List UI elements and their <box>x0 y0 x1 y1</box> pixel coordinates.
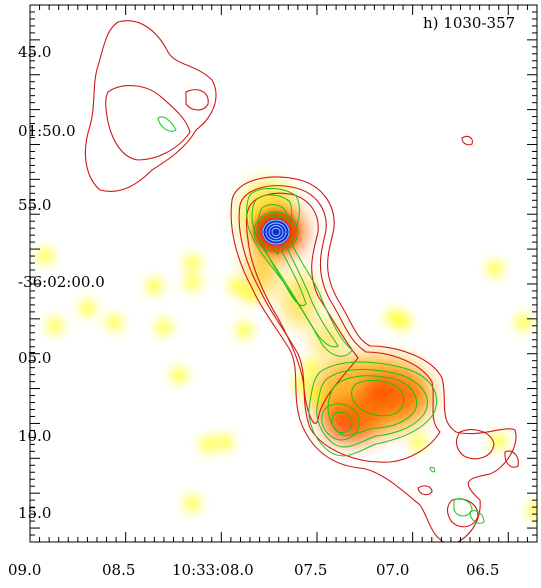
xray-source-21 <box>229 279 244 294</box>
xray-source-7 <box>294 377 309 392</box>
xray-contour-north-lobe <box>157 116 177 132</box>
y-tick-label-7: 15.0 <box>18 504 51 522</box>
xray-source-23 <box>487 261 502 276</box>
core <box>253 211 299 253</box>
radio-contour-3 <box>245 192 359 424</box>
radio-contour-south-blob <box>446 498 479 528</box>
radio-contour-north-inner <box>105 85 191 161</box>
x-tick-label-1: 09.0 <box>8 561 41 579</box>
radio-contours <box>84 20 519 542</box>
y-tick-label-6: 10.0 <box>18 427 51 445</box>
x-tick-label-2: 08.5 <box>102 561 135 579</box>
plot-frame <box>29 4 538 543</box>
xray-source-25 <box>411 435 426 450</box>
y-tick-label-2: 01:50.0 <box>18 122 76 140</box>
xray-source-6 <box>237 322 252 337</box>
xray-contour-small <box>429 467 436 473</box>
radio-contour-north-lobe <box>84 20 217 192</box>
xray-source-11 <box>107 315 122 330</box>
xray-source-3 <box>172 368 187 383</box>
y-tick-label-3: 55.0 <box>18 196 51 214</box>
xray-source-14 <box>304 360 319 375</box>
axis-ticks <box>29 5 538 543</box>
x-tick-label-4: 07.5 <box>294 561 327 579</box>
xray-source-2 <box>47 318 62 333</box>
xray-source-5 <box>218 435 233 450</box>
xray-source-22 <box>185 275 200 290</box>
y-tick-labels: 45.0 01:50.0 55.0 -36:02:00.0 05.0 10.0 … <box>18 43 105 522</box>
radio-contour-east-blob-2 <box>504 450 519 468</box>
xray-source-10 <box>516 315 531 330</box>
xray-source-9 <box>491 434 506 449</box>
xray-source-19 <box>185 256 200 271</box>
y-tick-label-1: 45.0 <box>18 43 51 61</box>
xray-contour-south-2 <box>469 510 485 524</box>
xray-source-18 <box>38 249 53 264</box>
panel-title: h) 1030-357 <box>423 14 515 32</box>
xray-source-13 <box>185 496 200 511</box>
radio-contour-outer <box>230 176 517 542</box>
x-tick-labels: 09.0 08.5 10:33:08.0 07.5 07.0 06.5 <box>8 561 499 579</box>
xray-source-24 <box>396 314 411 329</box>
xray-point-sources <box>38 249 537 518</box>
xray-source-16 <box>147 279 162 294</box>
xray-source-4 <box>200 437 215 452</box>
y-tick-label-4: -36:02:00.0 <box>18 273 105 291</box>
radio-contour-east-blob-1 <box>455 429 495 460</box>
y-tick-label-5: 05.0 <box>18 349 51 367</box>
xray-contour-south-1 <box>453 498 473 517</box>
xray-source-12 <box>156 320 171 335</box>
x-tick-label-5: 07.0 <box>376 561 409 579</box>
x-tick-label-6: 06.5 <box>466 561 499 579</box>
x-tick-label-3: 10:33:08.0 <box>172 561 254 579</box>
radio-contour-small-1 <box>417 485 433 496</box>
radio-contour-north-knot <box>185 89 209 111</box>
radio-contour-small-2 <box>461 135 473 146</box>
xray-source-1 <box>80 301 95 316</box>
